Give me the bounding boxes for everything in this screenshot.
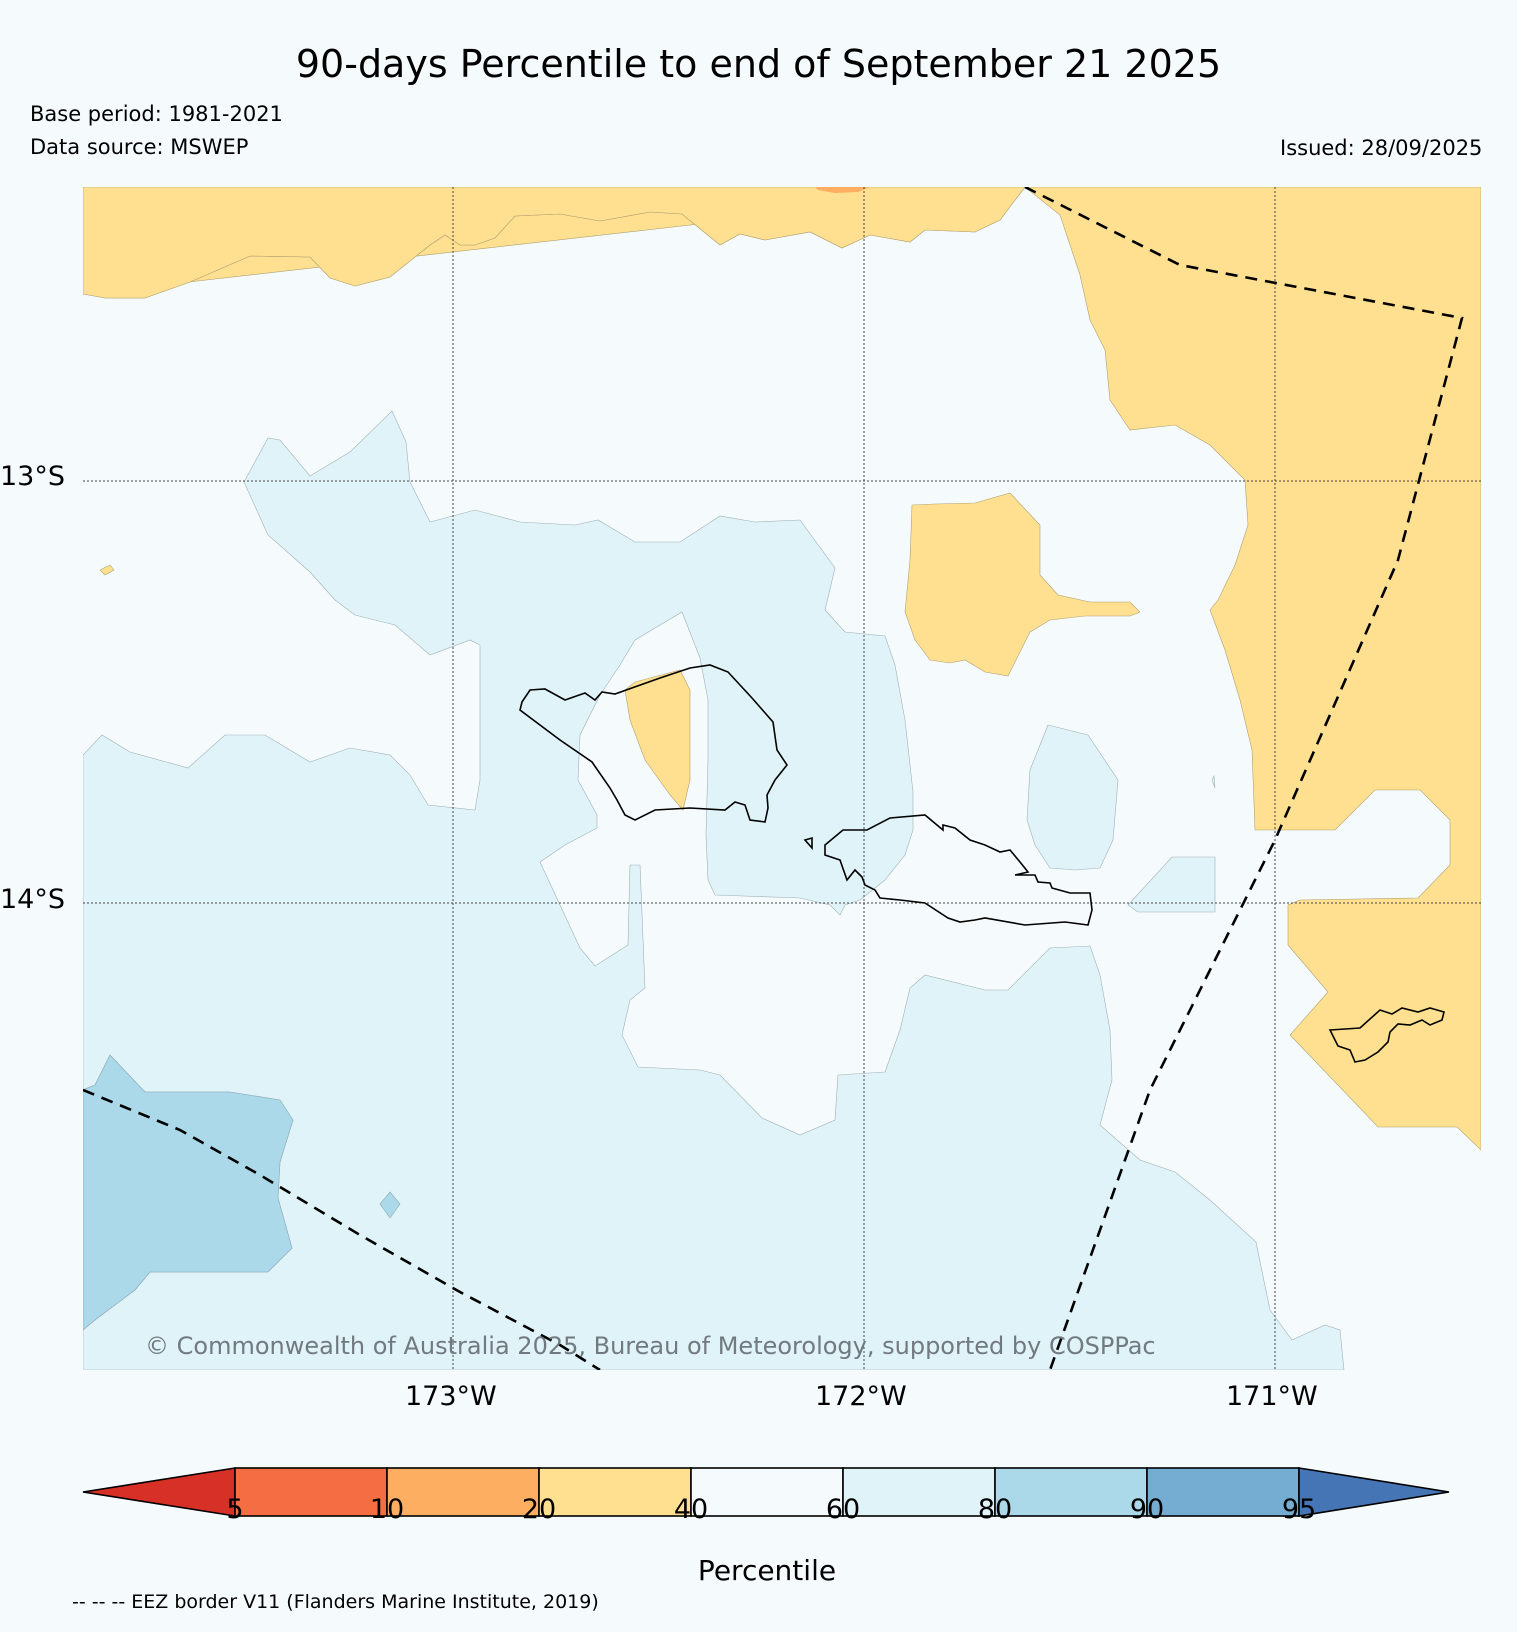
region-20-40-tiny bbox=[99, 564, 115, 576]
coastline bbox=[519, 664, 1445, 1063]
coastline-savaii bbox=[519, 664, 788, 823]
coastline-apolima bbox=[803, 836, 813, 851]
copyright-credit: © Commonwealth of Australia 2025, Bureau… bbox=[145, 1332, 1156, 1360]
lon-label-171w: 171°W bbox=[1226, 1381, 1318, 1412]
issued-date: Issued: 28/09/2025 bbox=[1280, 136, 1483, 160]
map-title: 90-days Percentile to end of September 2… bbox=[295, 42, 1222, 86]
region-80-90-southwest bbox=[83, 1054, 294, 1331]
region-60-80-east-b bbox=[1127, 856, 1216, 913]
colorbar-tick-40: 40 bbox=[673, 1494, 709, 1525]
colorbar-tick-20: 20 bbox=[521, 1494, 557, 1525]
region-20-40-northwest bbox=[83, 187, 1026, 299]
map-area bbox=[83, 187, 1481, 1370]
lon-label-172w: 172°W bbox=[815, 1381, 907, 1412]
region-60-80-tiny bbox=[1211, 774, 1216, 789]
data-source: Data source: MSWEP bbox=[30, 135, 249, 159]
colorbar-bin-20-40 bbox=[538, 1467, 692, 1517]
colorbar-bin-60-80 bbox=[842, 1467, 996, 1517]
region-60-80-central bbox=[83, 410, 1345, 1370]
coastline-upolu bbox=[824, 814, 1093, 926]
eez-border bbox=[83, 187, 1464, 1370]
colorbar-bin-80-90 bbox=[994, 1467, 1148, 1517]
colorbar-tick-80: 80 bbox=[977, 1494, 1013, 1525]
colorbar-extend-high bbox=[1298, 1467, 1450, 1517]
lon-label-173w: 173°W bbox=[405, 1381, 497, 1412]
region-60-80-east-a bbox=[1026, 724, 1119, 871]
colorbar-title: Percentile bbox=[697, 1554, 837, 1587]
graticule bbox=[83, 187, 1481, 1370]
region-10-20-top bbox=[815, 187, 870, 193]
colorbar-tick-95: 95 bbox=[1281, 1494, 1317, 1525]
colorbar-tick-60: 60 bbox=[825, 1494, 861, 1525]
colorbar-bin-40-60 bbox=[690, 1467, 844, 1517]
colorbar-bin-10-20 bbox=[386, 1467, 540, 1517]
region-20-40-east-central bbox=[904, 492, 1141, 677]
colorbar-extend-low bbox=[82, 1467, 236, 1517]
eez-note: -- -- -- EEZ border V11 (Flanders Marine… bbox=[72, 1591, 599, 1613]
colorbar bbox=[82, 1467, 1450, 1517]
region-20-40-upolu bbox=[624, 669, 691, 811]
colorbar-tick-10: 10 bbox=[369, 1494, 405, 1525]
colorbar-bin-5-10 bbox=[234, 1467, 388, 1517]
region-80-90-small bbox=[379, 1191, 401, 1219]
lat-label-14s: 14°S bbox=[0, 884, 65, 915]
base-period: Base period: 1981-2021 bbox=[30, 102, 283, 126]
colorbar-tick-5: 5 bbox=[226, 1494, 244, 1525]
colorbar-tick-90: 90 bbox=[1129, 1494, 1165, 1525]
coastline-tutuila bbox=[1328, 1007, 1445, 1063]
colorbar-bin-90-95 bbox=[1146, 1467, 1300, 1517]
lat-label-13s: 13°S bbox=[0, 461, 65, 492]
